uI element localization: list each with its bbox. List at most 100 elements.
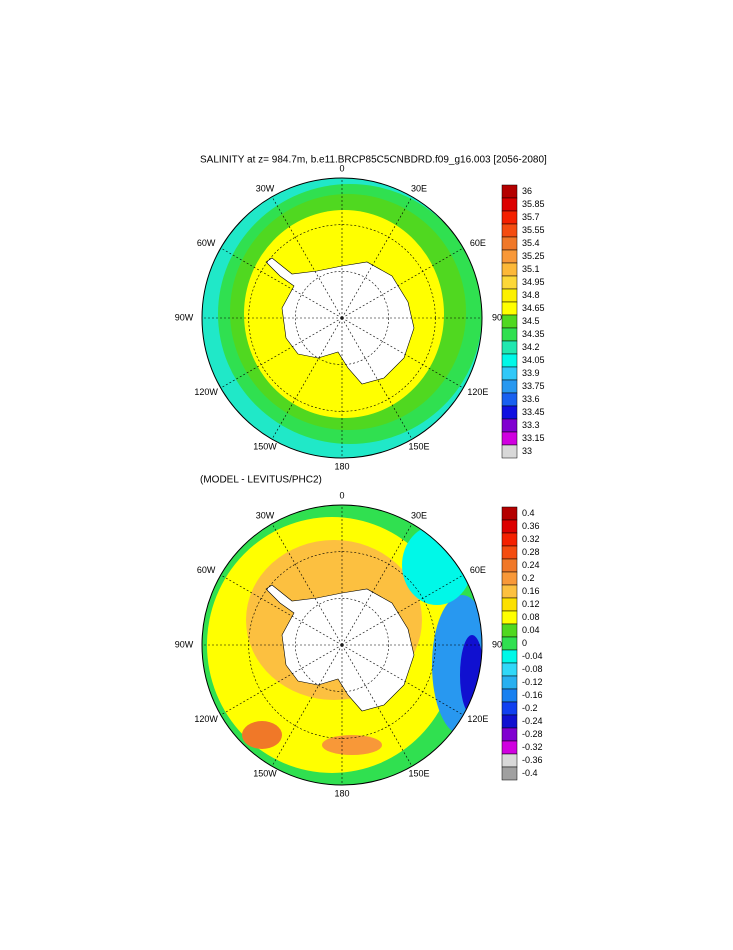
- colorbar-label: 34.35: [522, 329, 545, 339]
- lon-label: 60E: [470, 238, 486, 248]
- colorbar-label: 0.2: [522, 573, 535, 583]
- lon-label: 90W: [175, 639, 194, 649]
- lon-label: 120E: [467, 714, 488, 724]
- graticule: [220, 317, 343, 389]
- colorbar-box: [501, 262, 518, 277]
- colorbar-box: [501, 444, 518, 459]
- colorbar-label: -0.4: [522, 768, 538, 778]
- colorbar-box: [501, 236, 518, 251]
- colorbar-label: 33.6: [522, 394, 540, 404]
- lon-label: 30W: [256, 183, 275, 193]
- colorbar-box: [501, 714, 518, 729]
- colorbar-box: [501, 314, 518, 329]
- lon-label: 30W: [256, 510, 275, 520]
- colorbar-label: -0.28: [522, 729, 543, 739]
- colorbar-label: -0.24: [522, 716, 543, 726]
- colorbar-box: [501, 405, 518, 420]
- antarctica: [265, 257, 415, 385]
- colorbar-box: [501, 584, 518, 599]
- graticule: [341, 196, 413, 319]
- colorbar-box: [501, 249, 518, 264]
- colorbar-box: [501, 740, 518, 755]
- colorbar-label: 33.9: [522, 368, 540, 378]
- colorbar-label: 35.85: [522, 199, 545, 209]
- graticule: [271, 317, 343, 440]
- colorbar-box: [501, 662, 518, 677]
- colorbar-box: [501, 418, 518, 433]
- graticule: [341, 644, 413, 767]
- colorbar-label: 33: [522, 446, 532, 456]
- lon-label: 60W: [197, 565, 216, 575]
- colorbar-box: [501, 379, 518, 394]
- colorbar-label: 33.3: [522, 420, 540, 430]
- polar-map: [201, 504, 483, 786]
- colorbar-box: [501, 366, 518, 381]
- colorbar-box: [501, 649, 518, 664]
- colorbar-box: [501, 753, 518, 768]
- colorbar-box: [501, 636, 518, 651]
- graticule: [271, 644, 343, 767]
- lon-label: 150W: [253, 768, 277, 778]
- colorbar-box: [501, 197, 518, 212]
- graticule: [341, 247, 464, 319]
- polar-map: [201, 177, 483, 459]
- colorbar-box: [501, 558, 518, 573]
- graticule: [220, 574, 343, 646]
- colorbar-label: 36: [522, 186, 532, 196]
- lon-label: 150E: [408, 441, 429, 451]
- colorbar-box: [501, 353, 518, 368]
- colorbar-box: [501, 301, 518, 316]
- lon-label: 150W: [253, 441, 277, 451]
- colorbar-box: [501, 210, 518, 225]
- colorbar-box: [501, 545, 518, 560]
- graticule: [295, 271, 389, 365]
- colorbar-box: [501, 675, 518, 690]
- lon-label: 0: [339, 490, 344, 500]
- colorbar-box: [501, 519, 518, 534]
- colorbar-label: 34.05: [522, 355, 545, 365]
- colorbar-box: [501, 431, 518, 446]
- panel-title: (MODEL - LEVITUS/PHC2): [200, 475, 322, 486]
- lon-label: 120E: [467, 387, 488, 397]
- colorbar-box: [501, 340, 518, 355]
- colorbar-box: [501, 506, 518, 521]
- colorbar-label: 35.55: [522, 225, 545, 235]
- panel-title: SALINITY at z= 984.7m, b.e11.BRCP85C5CNB…: [200, 155, 547, 166]
- lon-label: 180: [334, 788, 349, 798]
- colorbar-box: [501, 688, 518, 703]
- colorbar-box: [501, 623, 518, 638]
- lon-label: 90E: [492, 639, 508, 649]
- colorbar-box: [501, 392, 518, 407]
- graticule: [271, 196, 343, 319]
- graticule: [341, 523, 413, 646]
- graticule: [295, 598, 389, 692]
- lon-label: 60W: [197, 238, 216, 248]
- colorbar-box: [501, 184, 518, 199]
- colorbar-label: -0.2: [522, 703, 538, 713]
- colorbar-label: 33.75: [522, 381, 545, 391]
- colorbar-label: 35.1: [522, 264, 540, 274]
- colorbar-box: [501, 727, 518, 742]
- colorbar-box: [501, 701, 518, 716]
- lon-label: 30E: [411, 510, 427, 520]
- colorbar-label: 34.5: [522, 316, 540, 326]
- lon-label: 120W: [194, 387, 218, 397]
- graticule: [341, 317, 464, 389]
- colorbar-box: [501, 610, 518, 625]
- colorbar-label: 34.8: [522, 290, 540, 300]
- antarctica: [265, 584, 415, 712]
- colorbar-label: 0.08: [522, 612, 540, 622]
- colorbar-box: [501, 288, 518, 303]
- field: [460, 635, 482, 715]
- lon-label: 150E: [408, 768, 429, 778]
- colorbar-label: 0.36: [522, 521, 540, 531]
- graticule: [220, 644, 343, 716]
- colorbar-label: 34.95: [522, 277, 545, 287]
- colorbar-label: 35.7: [522, 212, 540, 222]
- map-border: [201, 504, 483, 786]
- colorbar-label: 0: [522, 638, 527, 648]
- field: [402, 525, 472, 605]
- map-border: [201, 177, 483, 459]
- colorbar-label: -0.36: [522, 755, 543, 765]
